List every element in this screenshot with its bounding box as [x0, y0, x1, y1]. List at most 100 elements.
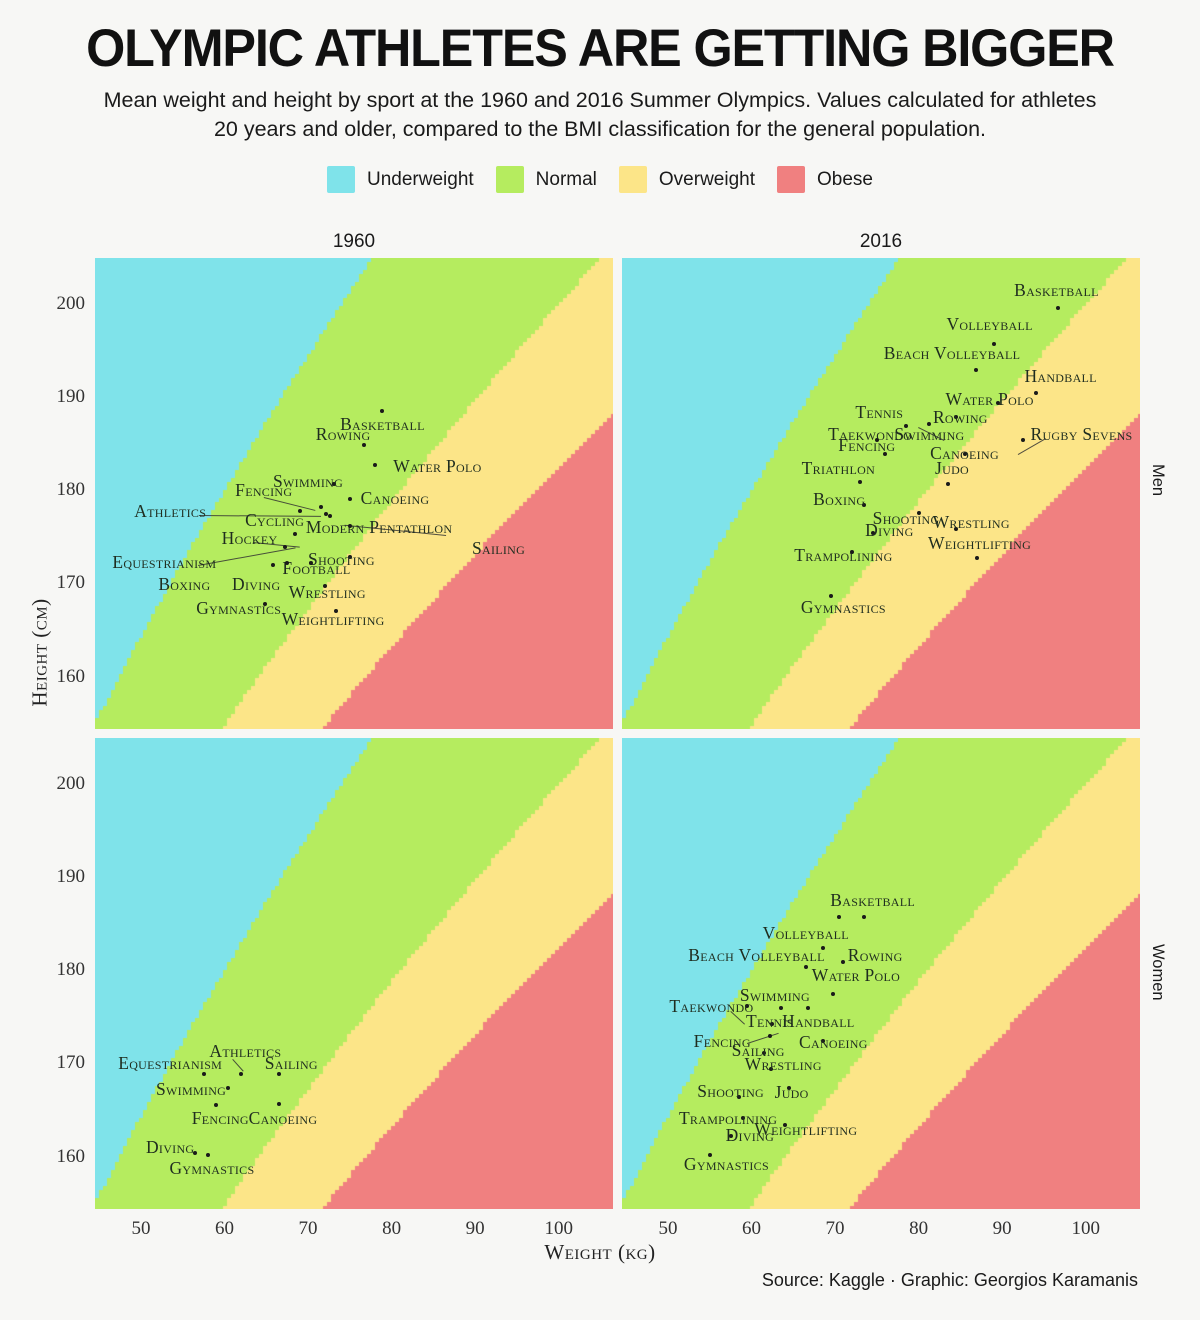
sport-label: Triathlon: [801, 457, 876, 478]
data-point: [707, 1152, 712, 1157]
data-point: [745, 1003, 750, 1008]
sport-label: Sailing: [264, 1053, 318, 1074]
sport-label: Gymnastics: [800, 596, 886, 617]
sport-label: Diving: [145, 1137, 195, 1158]
sport-label: Wrestling: [288, 581, 366, 602]
sport-label: Equestrianism: [112, 551, 217, 572]
sport-label: Weightlifting: [754, 1118, 858, 1139]
sport-label: Canoeing: [360, 487, 430, 508]
sport-label: Canoeing: [930, 442, 999, 463]
y-axis-tick: 200: [56, 292, 86, 314]
data-point: [849, 549, 854, 554]
data-point: [874, 437, 879, 442]
sport-label: Gymnastics: [196, 597, 282, 618]
sport-label: Gymnastics: [169, 1157, 255, 1178]
sport-label: Diving: [865, 520, 914, 541]
sport-label: Beach Volleyball: [688, 945, 825, 966]
sport-label: Athletics: [209, 1041, 282, 1062]
y-axis-tick: 170: [56, 1052, 86, 1074]
sport-label: Volleyball: [762, 922, 849, 943]
bmi-band-background: [622, 258, 1140, 729]
data-point: [767, 1034, 772, 1039]
data-point: [225, 1085, 230, 1090]
sport-label: Basketball: [830, 890, 915, 911]
data-point: [803, 964, 808, 969]
x-axis-tick: 80: [909, 1218, 929, 1239]
data-point: [830, 992, 835, 997]
sport-label: Wrestling: [932, 511, 1010, 532]
data-point: [270, 562, 275, 567]
sport-label: Rowing: [315, 424, 371, 445]
data-point: [1033, 391, 1038, 396]
sport-label: Swimming: [156, 1078, 227, 1099]
data-point: [975, 556, 980, 561]
sport-label: Trampolining: [678, 1107, 778, 1128]
sport-label: Canoeing: [799, 1031, 868, 1052]
sport-label: Basketball: [340, 413, 425, 434]
data-point: [995, 401, 1000, 406]
bmi-band-canvas: [95, 738, 613, 1209]
sport-label: Trampolining: [794, 545, 893, 566]
sport-label: Rugby Sevens: [1030, 424, 1133, 445]
x-axis-tick: 80: [382, 1218, 402, 1239]
x-axis-tick: 90: [992, 1218, 1012, 1239]
facet-column-title-2016: 2016: [859, 231, 903, 252]
sport-label: Athletics: [134, 500, 207, 521]
legend-label: Obese: [817, 168, 873, 190]
sport-label: Tennis: [745, 1010, 794, 1031]
legend-swatch-obese: [777, 166, 806, 193]
legend-item-overweight: Overweight: [618, 166, 755, 193]
sport-label: Sailing: [471, 537, 526, 558]
data-point: [820, 945, 825, 950]
data-point: [728, 1134, 733, 1139]
data-point: [870, 531, 875, 536]
data-point: [193, 1151, 198, 1156]
sport-label: Rowing: [847, 945, 903, 966]
data-point: [962, 451, 967, 456]
data-point: [782, 1123, 787, 1128]
data-point: [762, 1051, 767, 1056]
y-axis-tick: 180: [56, 479, 86, 501]
sport-label: Modern Pentathlon: [305, 516, 453, 537]
facet-row-title-men: Men: [1149, 463, 1167, 496]
data-point: [945, 481, 950, 486]
sport-label: Cycling: [245, 510, 305, 530]
sport-label: Canoeing: [248, 1107, 318, 1128]
y-axis-tick: 160: [56, 665, 86, 687]
x-axis-tick: 60: [215, 1218, 234, 1239]
data-point: [904, 423, 909, 428]
sport-label: Weightlifting: [928, 533, 1032, 554]
sport-label: Fencing: [693, 1031, 751, 1052]
x-axis-tick: 90: [465, 1218, 485, 1239]
page-subtitle: Mean weight and height by sport at the 1…: [103, 88, 1097, 141]
y-axis-tick: 160: [56, 1145, 86, 1167]
data-point: [974, 367, 979, 372]
sport-label: Judo: [935, 457, 970, 478]
data-point: [318, 505, 323, 510]
sport-label: Sailing: [731, 1040, 785, 1061]
sport-label: Handball: [1024, 366, 1097, 387]
data-point: [806, 1006, 811, 1011]
data-point: [954, 414, 959, 419]
data-point: [741, 1115, 746, 1120]
data-point: [1056, 306, 1061, 311]
legend-item-normal: Normal: [495, 166, 597, 193]
sport-label: Diving: [232, 574, 281, 595]
sport-label: Equestrianism: [118, 1053, 223, 1074]
y-axis-title: Height (cm): [27, 598, 52, 707]
x-axis-tick: 70: [298, 1218, 318, 1239]
panel-women-1960: Athletics Sailing Equestrianism Swimming Fen…: [95, 738, 613, 1209]
y-axis-tick: 180: [56, 959, 86, 981]
sport-label: Shooting: [872, 508, 940, 529]
data-point: [787, 1085, 792, 1090]
sport-label: Shooting: [697, 1081, 765, 1102]
x-axis-tick: 100: [544, 1218, 573, 1239]
bmi-legend: Underweight Normal Overweight Obese: [0, 166, 1200, 193]
data-point: [828, 593, 833, 598]
data-point: [372, 463, 377, 468]
data-point: [323, 512, 328, 517]
data-point: [837, 915, 842, 920]
panel-men-1960: Basketball Rowing Water Polo Swimming Canoei…: [95, 258, 613, 729]
data-point: [778, 1006, 783, 1011]
data-point: [205, 1152, 210, 1157]
